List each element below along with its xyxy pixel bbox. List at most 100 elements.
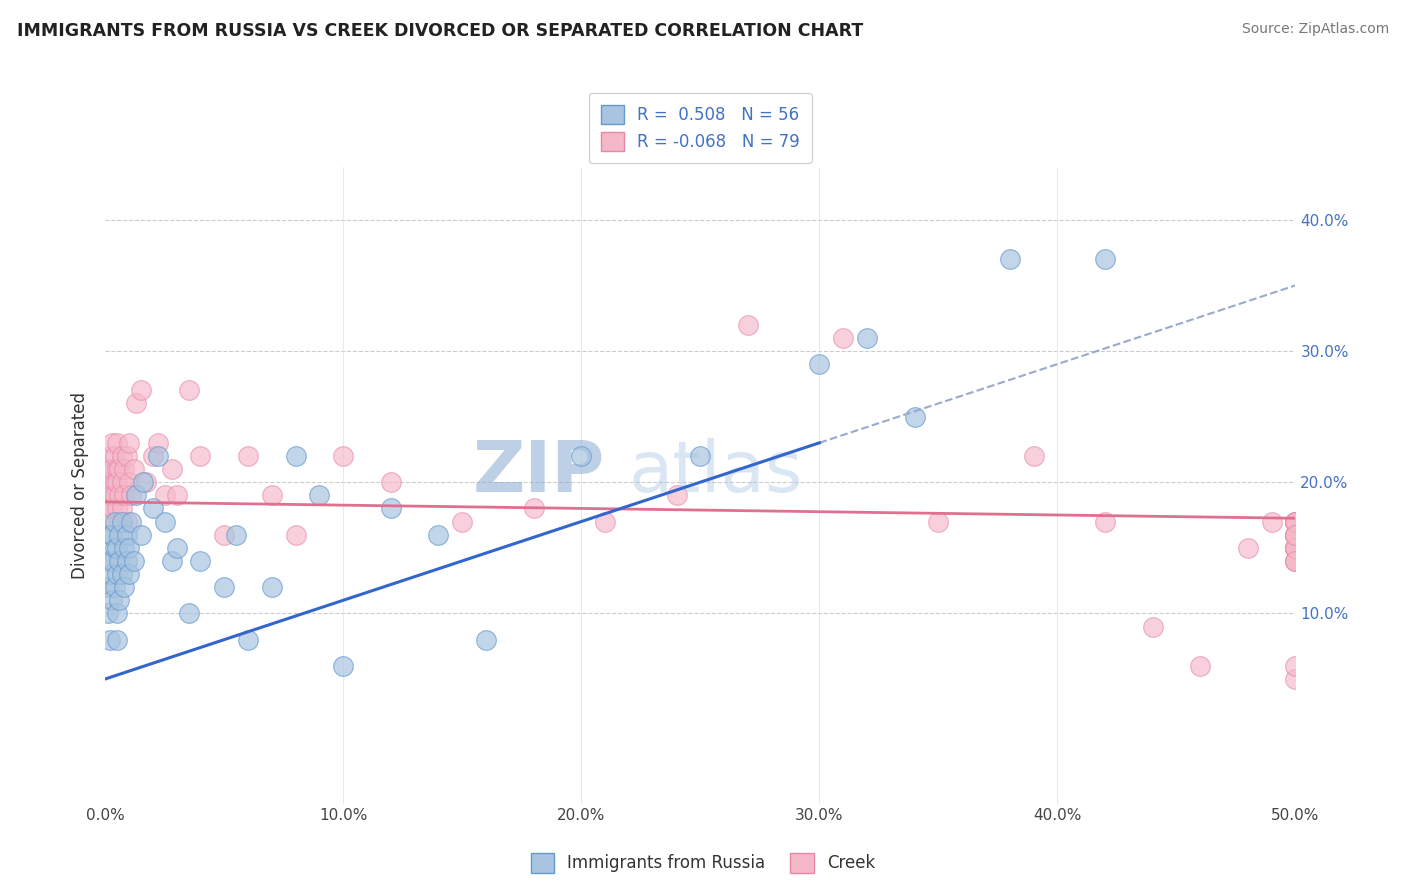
Point: [1284, 541, 1306, 555]
Point: [1284, 527, 1306, 541]
Point: [1284, 554, 1306, 568]
Point: [1094, 252, 1116, 267]
Point: [1284, 527, 1306, 541]
Point: [737, 318, 759, 332]
Point: [160, 554, 183, 568]
Point: [104, 580, 127, 594]
Point: [115, 449, 138, 463]
Point: [236, 632, 259, 647]
Point: [1260, 515, 1282, 529]
Point: [523, 501, 546, 516]
Point: [108, 593, 131, 607]
Point: [112, 488, 135, 502]
Point: [332, 449, 354, 463]
Point: [236, 449, 259, 463]
Point: [1284, 541, 1306, 555]
Point: [142, 501, 165, 516]
Point: [122, 462, 145, 476]
Point: [104, 515, 127, 529]
Point: [927, 515, 949, 529]
Point: [101, 527, 124, 541]
Point: [112, 580, 135, 594]
Legend: Immigrants from Russia, Creek: Immigrants from Russia, Creek: [524, 847, 882, 880]
Point: [135, 475, 157, 490]
Point: [115, 527, 138, 541]
Point: [284, 449, 307, 463]
Point: [1284, 527, 1306, 541]
Point: [98, 449, 121, 463]
Point: [125, 396, 148, 410]
Point: [1189, 658, 1212, 673]
Point: [101, 488, 124, 502]
Point: [108, 515, 131, 529]
Point: [212, 580, 235, 594]
Point: [380, 475, 402, 490]
Point: [153, 488, 176, 502]
Point: [998, 252, 1021, 267]
Point: [105, 435, 128, 450]
Point: [569, 449, 592, 463]
Text: Source: ZipAtlas.com: Source: ZipAtlas.com: [1241, 22, 1389, 37]
Point: [225, 527, 247, 541]
Point: [104, 488, 127, 502]
Point: [98, 515, 121, 529]
Point: [98, 632, 121, 647]
Point: [111, 449, 134, 463]
Point: [1284, 515, 1306, 529]
Point: [105, 632, 128, 647]
Point: [112, 462, 135, 476]
Text: atlas: atlas: [628, 438, 803, 508]
Point: [98, 475, 121, 490]
Text: IMMIGRANTS FROM RUSSIA VS CREEK DIVORCED OR SEPARATED CORRELATION CHART: IMMIGRANTS FROM RUSSIA VS CREEK DIVORCED…: [17, 22, 863, 40]
Point: [1284, 672, 1306, 686]
Point: [101, 462, 124, 476]
Point: [97, 607, 120, 621]
Point: [104, 475, 127, 490]
Point: [112, 541, 135, 555]
Point: [105, 462, 128, 476]
Point: [451, 515, 474, 529]
Point: [105, 475, 128, 490]
Point: [1284, 554, 1306, 568]
Point: [146, 449, 169, 463]
Point: [97, 488, 120, 502]
Point: [104, 541, 127, 555]
Point: [284, 527, 307, 541]
Point: [101, 593, 124, 607]
Point: [903, 409, 925, 424]
Text: ZIP: ZIP: [472, 438, 605, 508]
Point: [308, 488, 330, 502]
Legend: R =  0.508   N = 56, R = -0.068   N = 79: R = 0.508 N = 56, R = -0.068 N = 79: [589, 93, 811, 163]
Point: [260, 580, 283, 594]
Point: [125, 488, 148, 502]
Point: [142, 449, 165, 463]
Point: [153, 515, 176, 529]
Point: [1284, 515, 1306, 529]
Point: [1284, 541, 1306, 555]
Point: [166, 541, 188, 555]
Point: [97, 501, 120, 516]
Y-axis label: Divorced or Separated: Divorced or Separated: [72, 392, 89, 579]
Point: [120, 515, 142, 529]
Point: [190, 449, 212, 463]
Point: [1284, 541, 1306, 555]
Point: [104, 449, 127, 463]
Point: [97, 580, 120, 594]
Point: [129, 527, 152, 541]
Point: [101, 501, 124, 516]
Point: [1284, 527, 1306, 541]
Point: [98, 527, 121, 541]
Point: [111, 567, 134, 582]
Point: [115, 515, 138, 529]
Point: [108, 554, 131, 568]
Point: [1284, 541, 1306, 555]
Point: [427, 527, 450, 541]
Point: [146, 435, 169, 450]
Point: [97, 462, 120, 476]
Point: [111, 515, 134, 529]
Point: [120, 488, 142, 502]
Point: [108, 527, 131, 541]
Point: [1284, 554, 1306, 568]
Point: [1022, 449, 1045, 463]
Point: [111, 475, 134, 490]
